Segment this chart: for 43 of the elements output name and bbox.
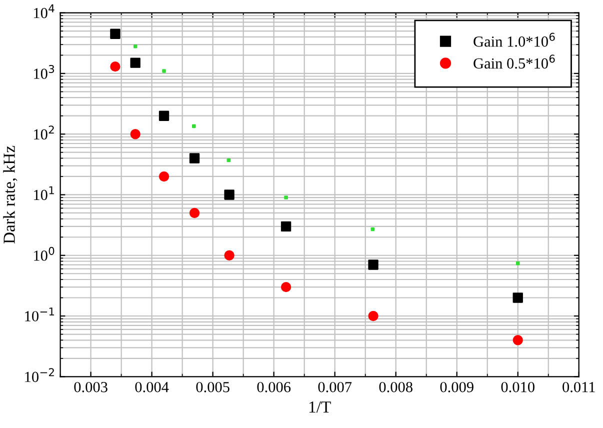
point: [280, 221, 292, 232]
x-axis-title: 1/T: [309, 401, 331, 413]
x-tick-label: 0.008: [379, 382, 412, 392]
point: [516, 261, 520, 266]
point: [512, 335, 523, 346]
point: [224, 250, 234, 260]
x-tick-label: 0.011: [562, 382, 595, 392]
point: [226, 158, 231, 162]
point: [158, 171, 170, 182]
point: [158, 110, 170, 121]
y-tick-label: 10$^{4}$: [34, 4, 54, 18]
point: [512, 292, 523, 303]
point: [280, 282, 292, 292]
point: [370, 227, 375, 232]
x-tick-label: 0.010: [501, 382, 534, 392]
y-axis-title: Dark rate, kHz: [3, 146, 18, 244]
y-tick-label: 10$^{2}$: [34, 126, 54, 140]
x-tick-label: 0.009: [440, 382, 474, 392]
point: [368, 260, 378, 270]
point: [130, 58, 140, 68]
legend-label: Gain 1.0*10$^{6}$: [474, 32, 555, 47]
x-tick-label: 0.003: [74, 382, 108, 392]
x-tick-label: 0.007: [318, 382, 352, 392]
point: [110, 61, 120, 72]
point: [189, 153, 200, 164]
legend-label: Gain 0.5*10$^{6}$: [474, 54, 555, 69]
point: [162, 69, 166, 73]
x-tick-label: 0.006: [257, 382, 291, 392]
x-tick-label: 0.005: [196, 382, 230, 392]
point: [130, 129, 140, 140]
point: [110, 28, 120, 39]
x-tick-label: 0.004: [135, 382, 169, 392]
y-tick-label: 10$^{1}$: [34, 186, 54, 200]
point: [224, 190, 234, 200]
point: [189, 208, 200, 218]
point: [368, 310, 378, 322]
y-tick-label: 10$^{−1}$: [25, 308, 54, 322]
point: [284, 196, 288, 200]
point: [133, 44, 138, 48]
point: [192, 124, 196, 128]
y-tick-label: 10$^{3}$: [34, 64, 54, 79]
y-tick-label: 10$^{−2}$: [25, 368, 54, 382]
y-tick-label: 10$^{0}$: [34, 246, 54, 261]
